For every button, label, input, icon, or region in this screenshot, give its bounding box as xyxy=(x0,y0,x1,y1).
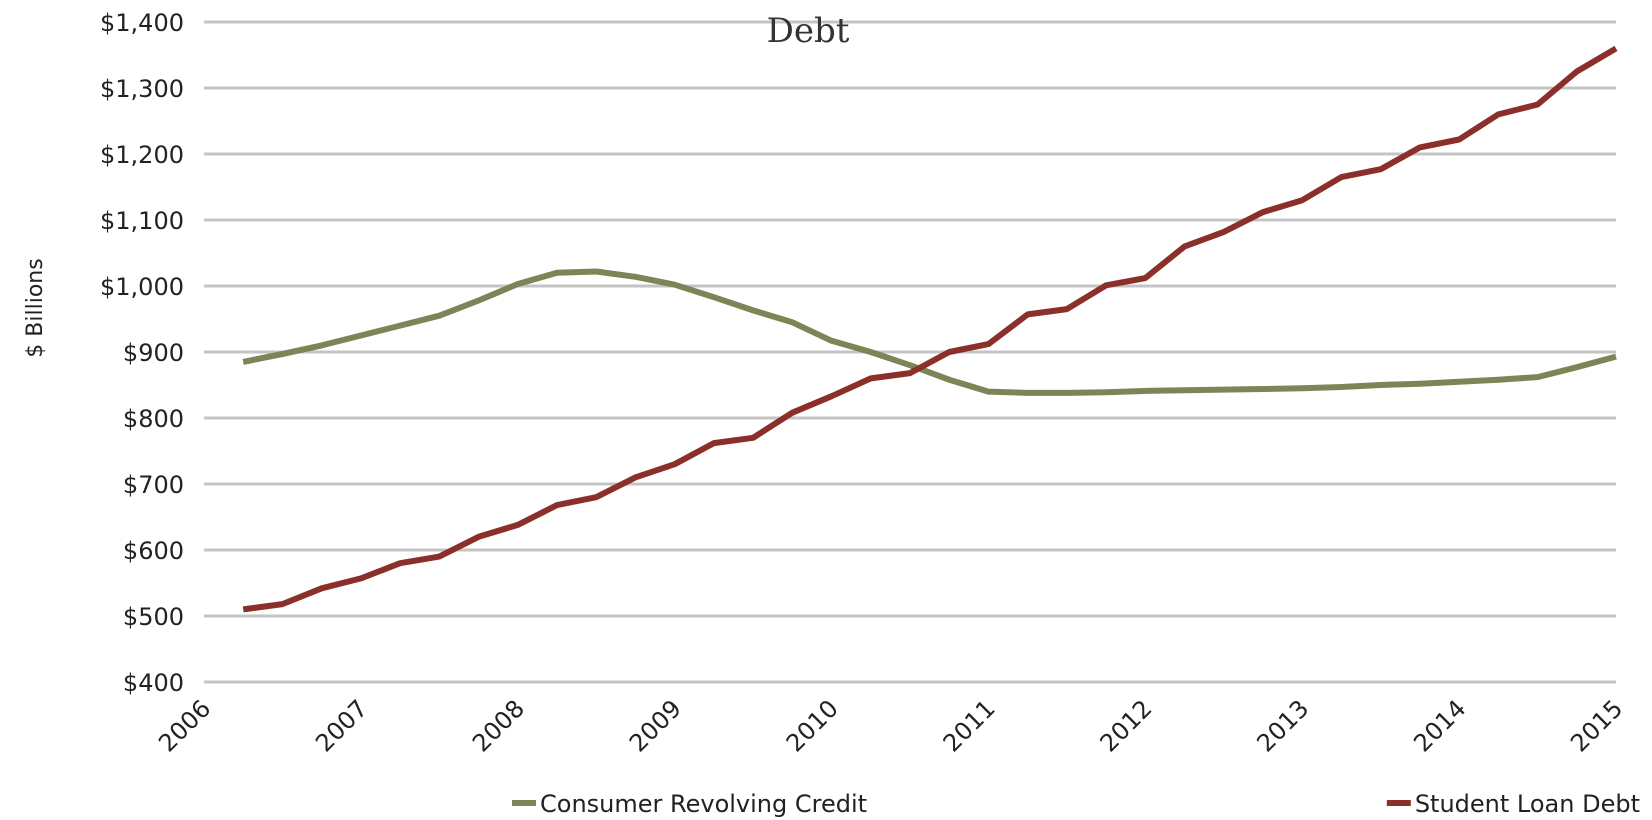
y-tick-label: $700 xyxy=(123,471,184,499)
x-tick-label: 2014 xyxy=(1408,694,1471,757)
series-line-1 xyxy=(242,45,1618,613)
legend: Consumer Revolving Credit Student Loan De… xyxy=(512,790,1640,818)
x-tick-label: 2007 xyxy=(310,694,373,757)
y-tick-label: $900 xyxy=(123,339,184,367)
x-tick-label: 2012 xyxy=(1095,694,1158,757)
y-axis-label: $ Billions xyxy=(23,258,48,357)
y-tick-label: $1,400 xyxy=(100,9,184,37)
y-axis-ticks: $400 $500 $600 $700 $800 $900 $1,000 $1,100 $1,2… xyxy=(100,9,184,697)
legend-label: Consumer Revolving Credit xyxy=(540,790,867,818)
y-tick-label: $1,300 xyxy=(100,75,184,103)
legend-label: Student Loan Debt xyxy=(1415,790,1640,818)
y-tick-label: $800 xyxy=(123,405,184,433)
y-tick-label: $600 xyxy=(123,537,184,565)
x-tick-label: 2008 xyxy=(467,694,530,757)
x-tick-label: 2015 xyxy=(1565,694,1628,757)
x-tick-label: 2009 xyxy=(624,694,687,757)
x-tick-label: 2010 xyxy=(781,694,844,757)
gridlines xyxy=(204,20,1616,684)
x-tick-label: 2011 xyxy=(938,694,1001,757)
y-tick-label: $1,200 xyxy=(100,141,184,169)
y-tick-label: $400 xyxy=(123,669,184,697)
y-tick-label: $500 xyxy=(123,603,184,631)
x-axis-ticks: 2006 2007 2008 2009 2010 2011 2012 2013 2014 2015 xyxy=(153,694,1628,757)
chart-title: Debt xyxy=(767,11,850,51)
y-tick-label: $1,000 xyxy=(100,273,184,301)
y-tick-label: $1,100 xyxy=(100,207,184,235)
x-tick-label: 2013 xyxy=(1251,694,1314,757)
series-lines xyxy=(242,45,1618,613)
x-tick-label: 2006 xyxy=(153,694,216,757)
series-line-0 xyxy=(242,268,1617,396)
